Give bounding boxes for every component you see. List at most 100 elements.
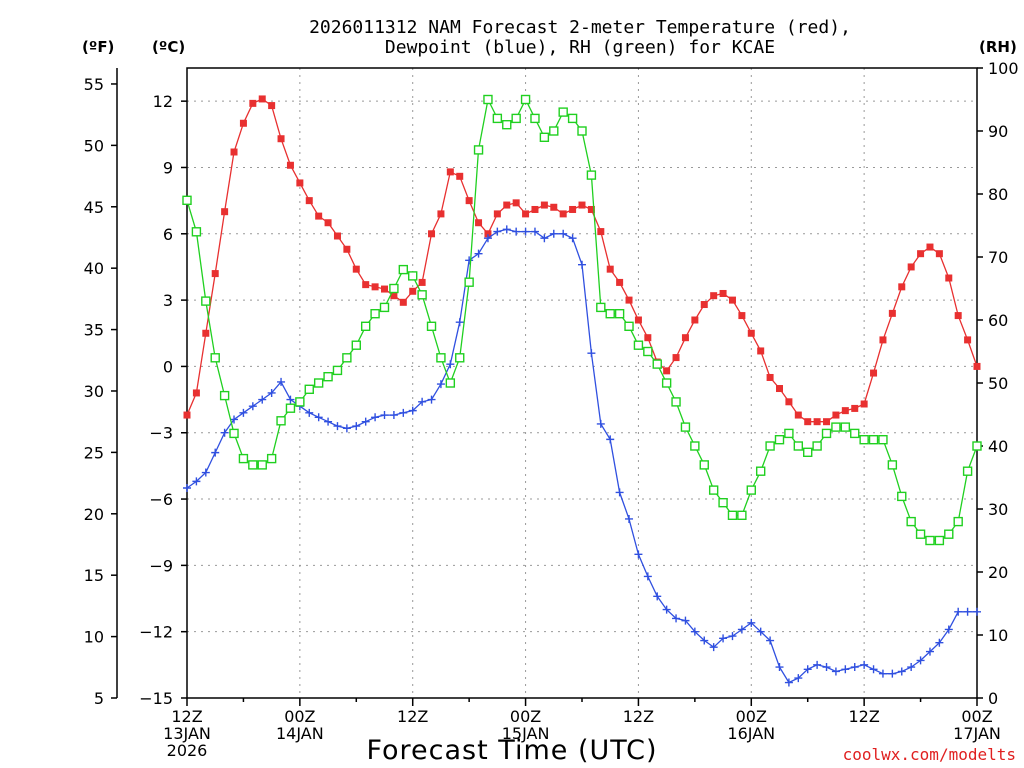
temperature-point [728,296,736,304]
rh-point [549,126,559,136]
temperature-point [776,385,783,393]
temperature-point [644,334,652,342]
x-tick-label: 12Z [848,707,879,726]
rh-point [925,535,935,546]
temperature-point [475,219,483,227]
dewpoint-point [700,636,709,645]
dewpoint-point [371,413,380,422]
temperature-point [333,232,341,240]
temperature-point [343,245,351,253]
temperature-point [625,296,633,304]
dewpoint-point [831,667,840,676]
rh-point [266,453,277,464]
fahrenheit-tick-label: 45 [84,198,104,217]
temperature-point [239,119,247,127]
rh-point [492,113,503,124]
fahrenheit-tick-label: 30 [84,382,104,401]
series-line-rh [186,97,978,542]
temperature-point [503,201,511,209]
rh-tick-label: 0 [988,689,998,708]
rh-point [755,466,766,476]
rh-tick-label: 20 [988,563,1008,582]
rh-point [868,435,879,445]
dewpoint-point [728,632,737,641]
temperature-point [540,201,548,209]
rh-point [727,510,738,520]
dewpoint-point [709,643,718,652]
rh-tick-label: 90 [988,122,1008,141]
rh-point [915,529,926,539]
temperature-point [371,283,379,291]
temperature-point [860,400,868,408]
temperature-point [381,285,388,293]
temperature-point [954,312,962,320]
fahrenheit-unit-label: (ºF) [82,38,114,56]
rh-point [511,113,521,124]
chart-title-line-2: Dewpoint (blue), RH (green) for KCAE [385,37,775,58]
rh-point [567,113,578,124]
temperature-point [409,287,417,295]
dewpoint-point [973,607,981,616]
celsius-tick-label: 12 [153,92,173,111]
rh-point [182,195,192,206]
rh-point [201,296,211,306]
fahrenheit-tick-label: 15 [84,566,104,585]
fahrenheit-tick-label: 10 [84,628,104,647]
celsius-tick-label: −3 [149,424,173,443]
dewpoint-point [248,402,257,411]
temperature-point [587,205,595,213]
rh-point [229,428,239,439]
dewpoint-point [286,395,295,404]
dewpoint-point [747,618,756,627]
dewpoint-point [521,227,530,236]
rh-point [445,378,456,388]
dewpoint-point [183,484,191,492]
dewpoint-point [578,260,586,269]
rh-point [906,516,916,527]
x-tick-label: 15JAN [502,724,550,743]
dewpoint-point [794,674,803,683]
dewpoint-point [662,605,671,614]
temperature-point [277,135,285,143]
dewpoint-point [925,647,934,656]
temperature-point [823,418,831,426]
dewpoint-point [502,225,511,234]
rh-point [784,428,794,439]
x-tick-label: 00Z [736,707,767,726]
dewpoint-point [305,408,314,417]
dewpoint-point [267,388,276,397]
dewpoint-point [756,627,765,636]
rh-point [708,485,719,495]
rh-point [878,435,888,445]
rh-tick-label: 80 [988,185,1008,204]
dewpoint-point [399,408,408,417]
temperature-point [813,418,821,426]
temperature-point [362,281,370,289]
dewpoint-point [530,227,539,236]
fahrenheit-tick-label: 55 [84,75,104,94]
temperature-point [616,278,624,286]
rh-point [962,466,973,476]
dewpoint-point [963,607,972,616]
rh-point [887,460,898,470]
temperature-point [522,210,530,218]
dewpoint-point [625,514,634,523]
dewpoint-point [935,638,944,647]
rh-point [661,378,672,388]
dewpoint-point [643,572,652,581]
temperature-point [550,203,558,211]
rh-point [398,264,409,275]
dewpoint-point [277,377,286,386]
temperature-point [512,199,520,207]
dewpoint-point [690,627,699,636]
x-tick-label: 16JAN [727,724,775,743]
temperature-point [324,219,332,227]
celsius-tick-label: 6 [163,225,173,244]
temperature-point [794,411,802,419]
rh-point [539,132,550,143]
dewpoint-point [897,667,906,676]
temperature-point [832,411,840,419]
temperature-point [870,369,878,377]
rh-point [219,390,230,401]
